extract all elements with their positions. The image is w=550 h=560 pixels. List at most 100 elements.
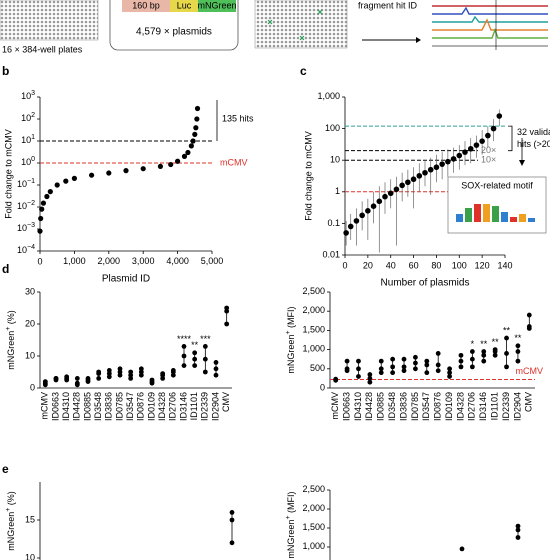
category-label: ID0109 — [444, 392, 454, 421]
y-tick-label: 0.01 — [322, 249, 340, 259]
reference-label: 20× — [481, 145, 496, 155]
point — [37, 228, 43, 234]
plate-grid — [0, 0, 99, 41]
category-label: ID4428 — [364, 392, 374, 421]
point — [54, 182, 60, 188]
replicate-point — [106, 368, 112, 373]
replicate-point — [401, 356, 407, 362]
y-tick-label-base: 10 — [21, 135, 31, 145]
replicate-point — [170, 368, 176, 373]
y-tick-label-exponent: 3 — [31, 90, 35, 97]
point — [190, 138, 196, 144]
x-tick-label-base: 4,000 — [166, 256, 189, 266]
y-tick-label: 0 — [320, 382, 325, 392]
y-tick-label-base: 10 — [21, 157, 31, 167]
y-label-sup: + — [285, 330, 292, 334]
replicate-point — [526, 312, 532, 318]
reference-label: mCMV — [220, 157, 248, 167]
replicate-point — [149, 377, 155, 383]
x-tick-label: 140 — [497, 260, 512, 270]
point — [393, 186, 400, 193]
arrow-head — [416, 37, 421, 43]
point — [343, 230, 349, 236]
y-tick-label: 2,500 — [302, 286, 325, 296]
screen-plate — [254, 0, 348, 49]
x-tick-label: 1,000 — [63, 256, 86, 266]
y-label-sup: + — [5, 508, 12, 512]
plates-label: 16 × 384-well plates — [2, 44, 83, 54]
replicate-point — [213, 372, 219, 378]
x-tick-label: 3,000 — [132, 256, 155, 266]
panel-a: 16 × 384-well plates 160 bp Luc mNGreen … — [0, 0, 548, 54]
category-label: ID3547 — [125, 392, 135, 421]
replicate-point — [401, 368, 407, 374]
point — [44, 193, 50, 200]
replicate-point — [390, 364, 396, 370]
y-tick-label: 10 — [25, 552, 35, 560]
replicate-point — [378, 358, 384, 364]
reporter-label: mNGreen — [197, 0, 236, 10]
replicate-point — [459, 546, 465, 552]
y-label-unit: (MFI) — [286, 306, 296, 330]
category-label: ID4310 — [353, 392, 363, 421]
y-label-text: mNGreen — [6, 512, 16, 551]
y-tick-label: 1,000 — [302, 344, 325, 354]
motif-box — [447, 176, 547, 234]
replicate-point — [229, 517, 235, 523]
significance: ** — [492, 337, 500, 347]
replicate-point — [424, 370, 430, 376]
bracket-label: 32 validated — [517, 127, 550, 137]
replicate-point — [413, 360, 418, 366]
y-tick-label-base: 10 — [21, 91, 31, 101]
point — [382, 193, 388, 200]
motif-glyph — [465, 208, 472, 222]
category-label: ID4328 — [157, 392, 167, 421]
point — [416, 173, 423, 179]
replicate-point — [202, 356, 208, 362]
category-label: ID2706 — [168, 392, 178, 421]
step-label: fragment hit ID — [358, 0, 418, 10]
y-tick-label: 1,000 — [302, 541, 325, 551]
point — [439, 161, 445, 167]
replicate-point — [515, 535, 521, 540]
y-tick-label: 1 — [335, 186, 340, 196]
replicate-point — [515, 349, 521, 354]
luc-label: Luc — [177, 0, 192, 10]
point — [185, 149, 191, 156]
point — [63, 178, 69, 184]
y-tick-label-base: 2,000 — [302, 503, 325, 513]
library-box — [109, 0, 239, 51]
y-tick-label: 30 — [25, 286, 35, 296]
category-label: ID0785 — [114, 392, 124, 421]
replicate-point — [458, 364, 464, 370]
replicate-point — [356, 358, 361, 364]
motif-title: SOX-related motif — [461, 180, 533, 190]
point — [467, 145, 474, 152]
y-tick-label-base: 2,000 — [302, 306, 325, 316]
replicate-point — [213, 360, 219, 365]
replicate-point — [424, 362, 430, 368]
replicate-point — [481, 358, 487, 364]
replicate-point — [224, 305, 230, 311]
point — [365, 208, 371, 214]
replicate-point — [96, 376, 102, 381]
significance: **** — [177, 334, 192, 344]
point — [485, 132, 491, 139]
category-label: ID0876 — [136, 392, 146, 421]
y-tick-label: 1,500 — [302, 325, 325, 335]
x-tick-label: 4,000 — [166, 256, 189, 266]
y-tick-label: 101 — [21, 134, 35, 146]
point — [462, 149, 468, 155]
replicate-point — [435, 368, 441, 374]
y-tick-label-base: 10 — [21, 113, 31, 123]
replicate-point — [390, 370, 396, 376]
y-tick-label: 500 — [310, 363, 325, 373]
point — [38, 215, 44, 222]
y-tick-label: 20 — [25, 318, 35, 328]
point — [140, 166, 146, 172]
replicate-point — [515, 523, 521, 529]
replicate-point — [413, 354, 418, 360]
point — [405, 179, 411, 186]
replicate-point — [128, 369, 134, 375]
y-tick-label: 15 — [25, 514, 35, 524]
